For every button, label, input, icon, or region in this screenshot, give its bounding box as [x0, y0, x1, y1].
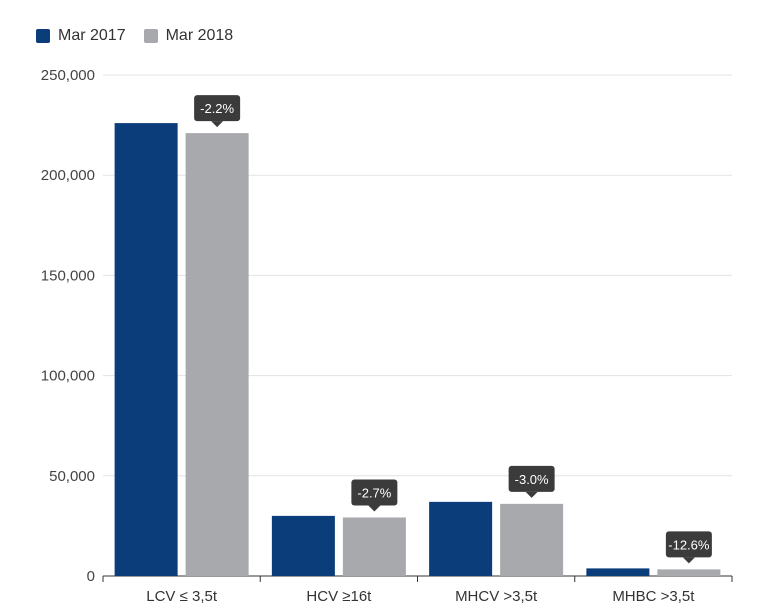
change-callout: -2.7%: [351, 479, 398, 512]
change-label: -3.0%: [515, 472, 549, 487]
change-callout-box: [508, 465, 555, 492]
bar[interactable]: [271, 515, 335, 576]
bar[interactable]: [657, 569, 721, 576]
change-callout-pointer: [682, 557, 695, 564]
bar[interactable]: [114, 123, 178, 576]
bar[interactable]: [429, 501, 493, 576]
legend-swatch-mar-2017: [36, 29, 50, 43]
x-tick-label: MHCV >3,5t: [455, 588, 538, 605]
legend-label-mar-2017: Mar 2017: [58, 27, 126, 44]
change-callout: -12.6%: [665, 531, 712, 564]
change-label: -12.6%: [668, 537, 710, 552]
change-callout-box: [665, 531, 712, 558]
bar[interactable]: [586, 568, 650, 576]
y-tick-label: 250,000: [41, 67, 95, 84]
bar[interactable]: [185, 133, 249, 576]
y-tick-label: 200,000: [41, 167, 95, 184]
x-tick-label: LCV ≤ 3,5t: [146, 588, 218, 605]
y-tick-label: 0: [87, 568, 95, 585]
x-tick-label: HCV ≥16t: [306, 588, 372, 605]
y-tick-label: 150,000: [41, 267, 95, 284]
y-tick-label: 100,000: [41, 368, 95, 385]
change-callout-box: [351, 479, 398, 506]
change-callout-pointer: [368, 505, 381, 512]
bar[interactable]: [342, 517, 406, 576]
y-tick-label: 50,000: [49, 468, 95, 485]
change-callout-pointer: [211, 121, 224, 128]
x-tick-label: MHBC >3,5t: [612, 588, 695, 605]
legend-item-mar-2017[interactable]: Mar 2017: [36, 27, 126, 45]
change-label: -2.7%: [357, 485, 391, 500]
change-callout: -2.2%: [194, 95, 241, 128]
change-label: -2.2%: [200, 101, 234, 116]
legend-label-mar-2018: Mar 2018: [165, 27, 234, 44]
legend: Mar 2017 Mar 2018: [36, 27, 233, 45]
change-callout-pointer: [525, 491, 538, 498]
change-callout-box: [194, 95, 241, 122]
legend-item-mar-2018[interactable]: Mar 2018: [143, 27, 234, 45]
legend-swatch-mar-2018: [143, 29, 158, 43]
change-callout: -3.0%: [508, 465, 555, 498]
bar[interactable]: [500, 503, 564, 576]
